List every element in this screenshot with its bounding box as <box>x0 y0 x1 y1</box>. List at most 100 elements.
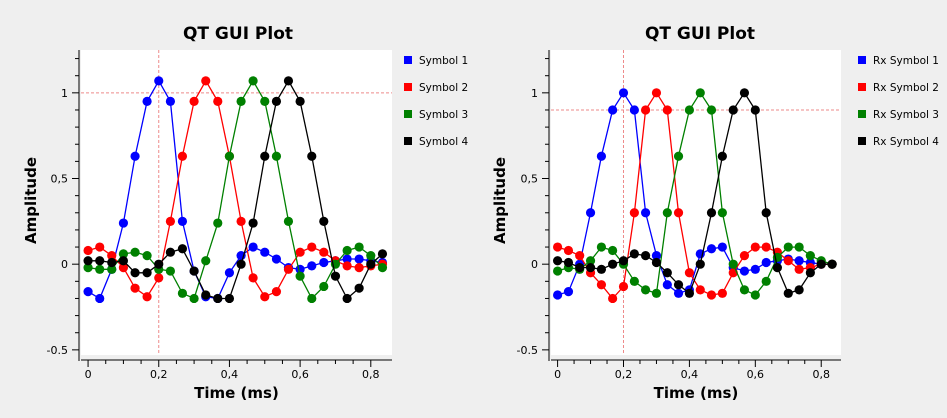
legend-label[interactable]: Symbol 4 <box>419 136 468 148</box>
legend-label[interactable]: Symbol 2 <box>419 82 468 94</box>
legend-swatch[interactable] <box>858 83 866 91</box>
data-point <box>772 263 782 273</box>
data-point <box>248 76 258 86</box>
data-point <box>629 276 639 286</box>
data-point <box>236 259 246 269</box>
data-point <box>165 96 176 107</box>
data-point <box>608 105 618 115</box>
data-point <box>684 105 695 115</box>
legend-swatch[interactable] <box>858 110 866 118</box>
data-point <box>651 251 662 261</box>
plot-area[interactable] <box>551 50 841 355</box>
data-point <box>717 208 727 218</box>
y-tick-label: 0 <box>61 258 68 271</box>
legend-swatch[interactable] <box>404 137 412 145</box>
data-point <box>706 244 717 254</box>
y-tick-label: 1 <box>61 87 68 100</box>
data-point <box>307 242 317 252</box>
data-point <box>662 280 672 290</box>
data-point <box>130 268 140 278</box>
legend-swatch[interactable] <box>404 56 412 64</box>
legend-label[interactable]: Rx Symbol 3 <box>873 109 939 121</box>
data-point <box>319 216 329 226</box>
data-point <box>805 251 815 261</box>
data-point <box>236 96 246 107</box>
data-point <box>783 256 793 266</box>
data-point <box>95 256 105 266</box>
data-point <box>248 218 258 228</box>
series-4 <box>552 88 837 298</box>
data-point <box>342 261 352 271</box>
data-point <box>295 271 305 281</box>
data-point <box>330 271 341 281</box>
data-point <box>794 285 804 295</box>
data-point <box>794 264 804 274</box>
data-point <box>201 256 211 266</box>
x-tick-label: 0,2 <box>150 368 168 381</box>
data-point <box>354 263 364 273</box>
data-point <box>596 242 607 252</box>
data-point <box>673 280 684 290</box>
data-point <box>684 288 695 298</box>
data-point <box>805 268 815 278</box>
data-point <box>695 88 705 98</box>
data-point <box>563 287 574 297</box>
data-point <box>706 290 717 300</box>
data-point <box>107 251 117 261</box>
x-axis-title: Time (ms) <box>654 384 739 402</box>
legend-label[interactable]: Rx Symbol 1 <box>873 55 939 67</box>
data-point <box>130 247 140 257</box>
data-point <box>563 245 574 256</box>
data-point <box>662 105 672 115</box>
legend-swatch[interactable] <box>404 110 412 118</box>
data-point <box>307 261 317 271</box>
plot-panel-1: QT GUI Plot -0.5 0 0,5 1 0 0,2 0,4 0,6 0,8 Time (m… <box>22 24 468 402</box>
data-point <box>596 151 607 161</box>
x-tick-label: 0,8 <box>362 368 380 381</box>
data-point <box>224 293 235 304</box>
data-point <box>224 151 235 161</box>
data-point <box>236 216 246 226</box>
data-point <box>342 254 352 264</box>
data-point <box>783 288 793 298</box>
data-point <box>260 292 270 302</box>
legend-label[interactable]: Rx Symbol 2 <box>873 82 939 94</box>
series-4 <box>83 76 388 304</box>
data-point <box>342 293 352 304</box>
data-point <box>673 208 684 218</box>
data-point <box>739 266 750 276</box>
data-point <box>750 105 760 115</box>
x-tick-label: 0,4 <box>221 368 239 381</box>
data-point <box>640 285 651 295</box>
data-point <box>342 245 352 256</box>
data-point <box>83 287 93 297</box>
data-point <box>552 242 563 252</box>
data-point <box>706 105 717 115</box>
legend-swatch[interactable] <box>858 137 866 145</box>
data-point <box>827 259 837 269</box>
data-point <box>177 244 188 254</box>
data-point <box>717 288 727 298</box>
data-point <box>608 293 618 304</box>
data-point <box>596 280 607 290</box>
data-point <box>750 242 760 252</box>
plot-area[interactable] <box>81 50 392 355</box>
legend-label[interactable]: Symbol 3 <box>419 109 468 121</box>
legend-swatch[interactable] <box>404 83 412 91</box>
y-tick-label: 1 <box>531 87 538 100</box>
data-point <box>695 285 705 295</box>
data-point <box>271 287 282 297</box>
legend-label[interactable]: Rx Symbol 4 <box>873 136 939 148</box>
data-point <box>640 208 651 218</box>
data-point <box>761 276 771 286</box>
data-point <box>651 257 662 268</box>
x-tick-label: 0,8 <box>812 368 830 381</box>
legend-label[interactable]: Symbol 1 <box>419 55 468 67</box>
x-tick-label: 0 <box>554 368 561 381</box>
data-point <box>608 245 618 256</box>
data-point <box>307 293 317 304</box>
data-point <box>295 247 305 257</box>
legend-swatch[interactable] <box>858 56 866 64</box>
data-point <box>673 288 684 298</box>
